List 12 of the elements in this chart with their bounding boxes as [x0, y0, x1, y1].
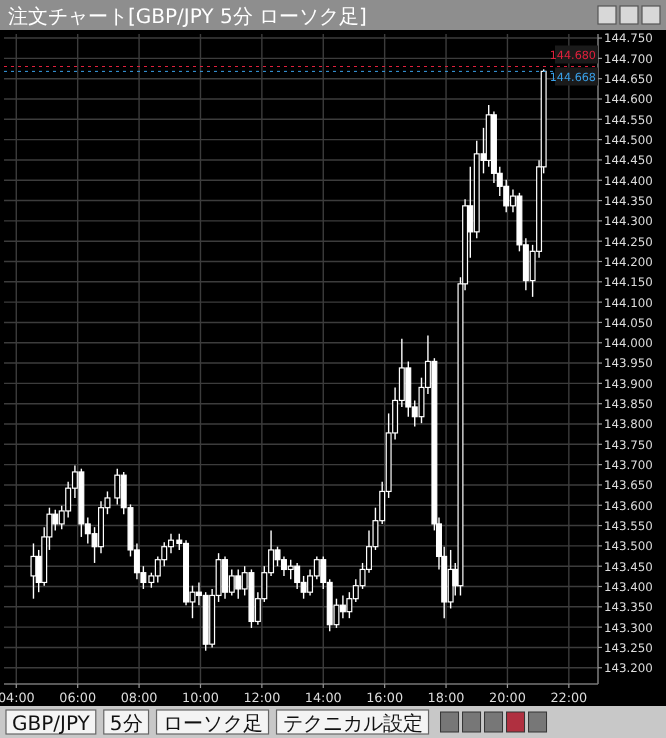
- candlestick: [280, 555, 287, 577]
- candlestick: [222, 555, 229, 600]
- text: ローソク足: [162, 713, 263, 736]
- text: GBP/JPY: [12, 713, 92, 736]
- text: 5分: [109, 711, 143, 736]
- candlestick: [339, 594, 346, 619]
- chart-title: 注文チャート[GBP/JPY 5分 ローソク足]: [8, 5, 367, 29]
- candlestick: [52, 509, 59, 532]
- text: テクニカル設定: [282, 711, 423, 736]
- candlestick: [287, 558, 294, 580]
- candlestick: [235, 568, 242, 600]
- candlestick: [30, 542, 37, 600]
